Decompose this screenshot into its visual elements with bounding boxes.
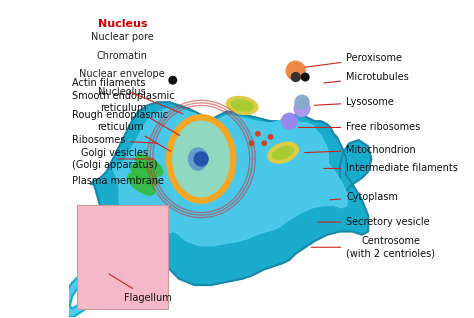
Text: Centrosome
(with 2 centrioles): Centrosome (with 2 centrioles) bbox=[311, 237, 435, 258]
Ellipse shape bbox=[227, 96, 258, 114]
Circle shape bbox=[282, 113, 297, 129]
Circle shape bbox=[295, 95, 309, 109]
Text: Free ribosomes: Free ribosomes bbox=[299, 122, 420, 133]
Ellipse shape bbox=[128, 174, 155, 195]
Circle shape bbox=[169, 76, 177, 84]
Circle shape bbox=[255, 132, 260, 136]
Circle shape bbox=[292, 73, 300, 81]
Text: Smooth endoplasmic
reticulum: Smooth endoplasmic reticulum bbox=[72, 92, 180, 135]
Text: Microtubules: Microtubules bbox=[324, 72, 409, 83]
Text: Intermediate filaments: Intermediate filaments bbox=[324, 163, 458, 173]
Text: Golgi vesicles
(Golgi apparatus): Golgi vesicles (Golgi apparatus) bbox=[72, 148, 157, 170]
Ellipse shape bbox=[136, 155, 163, 176]
Circle shape bbox=[286, 61, 305, 80]
Polygon shape bbox=[111, 108, 347, 246]
Text: Ribosomes: Ribosomes bbox=[72, 135, 157, 145]
Circle shape bbox=[294, 101, 310, 116]
Text: Actin filaments: Actin filaments bbox=[72, 78, 183, 114]
Circle shape bbox=[301, 73, 309, 81]
Polygon shape bbox=[340, 140, 371, 190]
Circle shape bbox=[268, 135, 273, 139]
Text: Lysosome: Lysosome bbox=[314, 97, 394, 107]
Text: Nuclear pore: Nuclear pore bbox=[91, 32, 154, 42]
Circle shape bbox=[194, 152, 208, 166]
Ellipse shape bbox=[231, 100, 253, 111]
Ellipse shape bbox=[166, 115, 236, 203]
Text: Mitochondrion: Mitochondrion bbox=[305, 145, 416, 155]
Ellipse shape bbox=[268, 142, 298, 163]
Ellipse shape bbox=[273, 146, 294, 159]
Text: Secretory vesicle: Secretory vesicle bbox=[318, 217, 430, 227]
Text: Flagellum: Flagellum bbox=[109, 274, 172, 303]
FancyBboxPatch shape bbox=[77, 205, 168, 309]
Text: Rough endoplasmic
reticulum: Rough endoplasmic reticulum bbox=[72, 110, 171, 151]
Text: Plasma membrane: Plasma membrane bbox=[72, 176, 164, 186]
Ellipse shape bbox=[131, 164, 158, 185]
Text: Chromatin: Chromatin bbox=[97, 51, 148, 60]
Text: Cytoplasm: Cytoplasm bbox=[330, 192, 398, 202]
Ellipse shape bbox=[173, 121, 229, 197]
Ellipse shape bbox=[189, 148, 208, 170]
Text: Peroxisome: Peroxisome bbox=[305, 53, 402, 67]
Circle shape bbox=[249, 141, 254, 145]
Text: Nuclear envelope: Nuclear envelope bbox=[80, 69, 165, 79]
Text: Nucleolus: Nucleolus bbox=[99, 87, 146, 97]
Circle shape bbox=[262, 141, 266, 145]
Text: Nucleus: Nucleus bbox=[98, 19, 147, 29]
Polygon shape bbox=[91, 102, 368, 285]
